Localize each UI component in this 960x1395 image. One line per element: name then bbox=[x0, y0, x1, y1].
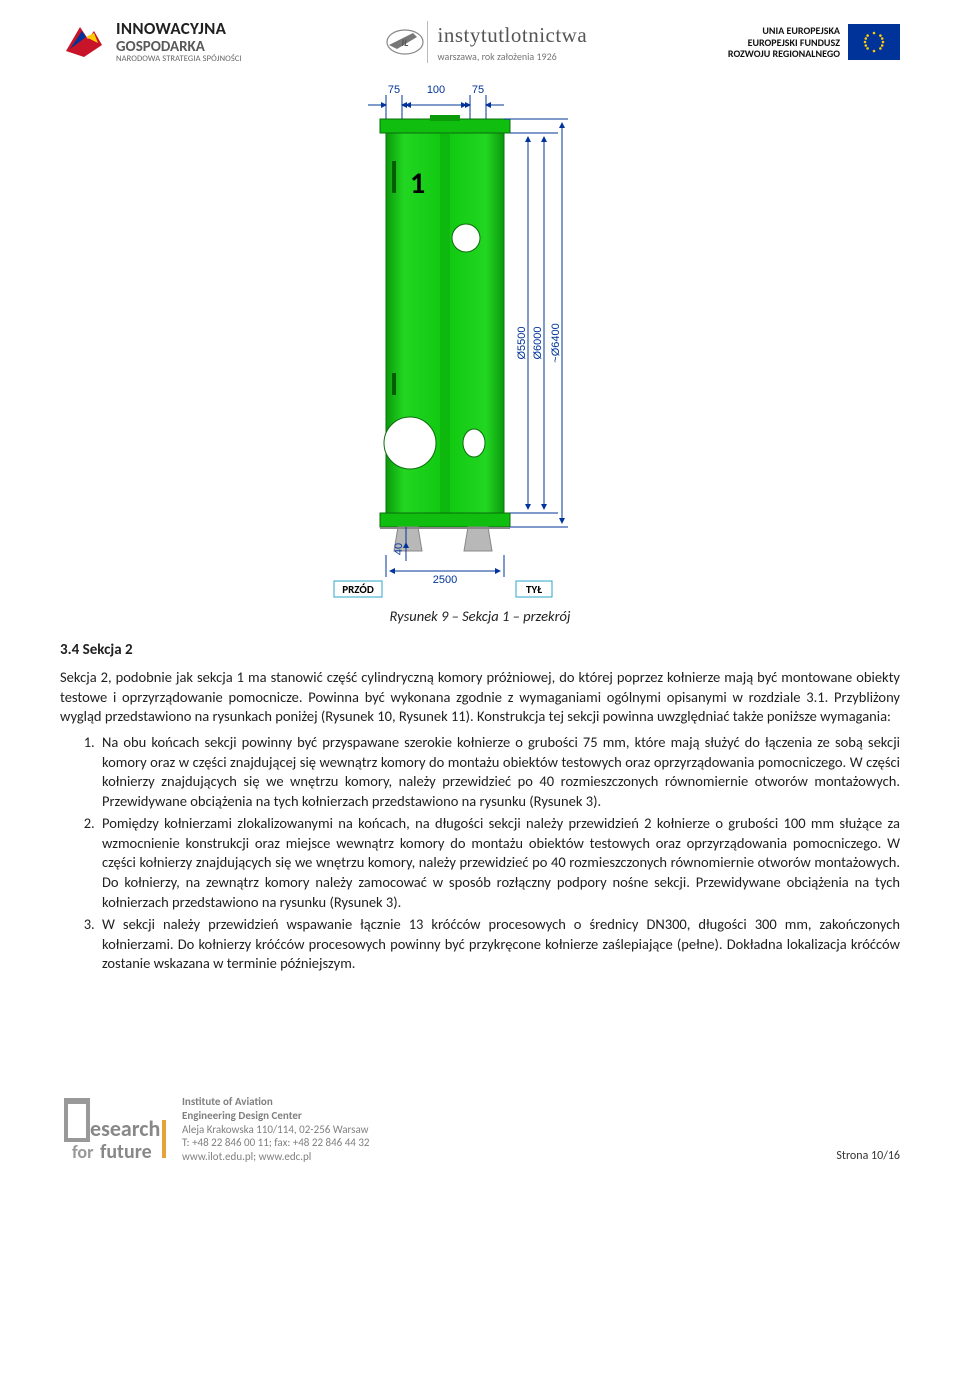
section-body bbox=[380, 115, 510, 551]
dim-side-2: Ø6000 bbox=[532, 326, 544, 359]
figure-9: 75 100 75 bbox=[60, 83, 900, 603]
section-heading: 3.4 Sekcja 2 bbox=[60, 640, 900, 660]
dim-top-3: 75 bbox=[472, 84, 484, 96]
header-logo-eu: UNIA EUROPEJSKA EUROPEJSKI FUNDUSZ ROZWO… bbox=[728, 24, 900, 60]
dim-top-2: 100 bbox=[427, 84, 445, 96]
research-for-future-logo-icon: esearch for future bbox=[60, 1094, 170, 1164]
il-line1: instytutlotnictwa bbox=[438, 21, 588, 49]
dim-bottom: 2500 bbox=[433, 574, 457, 586]
addr-l3: Aleja Krakowska 110/114, 02-256 Warsaw bbox=[182, 1123, 370, 1137]
addr-l2: Engineering Design Center bbox=[182, 1109, 370, 1123]
label-rear: TYŁ bbox=[526, 583, 542, 596]
list-item: W sekcji należy przewidzień wspawanie łą… bbox=[98, 915, 900, 974]
label-front: PRZÓD bbox=[342, 582, 374, 596]
page-number: Strona 10/16 bbox=[836, 1148, 900, 1164]
requirements-list: Na obu końcach sekcji powinny być przysp… bbox=[98, 733, 900, 974]
header-logo-il: instytutlotnictwa warszawa, rok założeni… bbox=[427, 21, 588, 63]
eu-flag-icon bbox=[848, 24, 900, 60]
dim-side-1: Ø5500 bbox=[516, 326, 528, 359]
dim-small-40: 40 bbox=[393, 542, 405, 554]
section-paragraph: Sekcja 2, podobnie jak sekcja 1 ma stano… bbox=[60, 668, 900, 727]
list-item: Na obu końcach sekcji powinny być przysp… bbox=[98, 733, 900, 811]
eu-line1: UNIA EUROPEJSKA bbox=[728, 25, 840, 37]
ig-line1: INNOWACYJNA bbox=[116, 20, 242, 39]
page-header: INNOWACYJNA GOSPODARKA NARODOWA STRATEGI… bbox=[60, 20, 900, 65]
il-logo-icon: IL bbox=[383, 23, 427, 61]
eu-line3: ROZWOJU REGIONALNEGO bbox=[728, 48, 840, 60]
svg-text:for: for bbox=[72, 1141, 94, 1163]
page-footer: esearch for future Institute of Aviation… bbox=[60, 1094, 900, 1164]
footer-address: Institute of Aviation Engineering Design… bbox=[182, 1095, 370, 1164]
il-line2: warszawa, rok założenia 1926 bbox=[438, 50, 588, 64]
svg-text:IL: IL bbox=[401, 36, 408, 49]
ig-logo-icon bbox=[60, 23, 108, 61]
dim-top-1: 75 bbox=[388, 84, 400, 96]
addr-l1: Institute of Aviation bbox=[182, 1095, 370, 1109]
addr-l4: T: +48 22 846 00 11; fax: +48 22 846 44 … bbox=[182, 1136, 370, 1150]
addr-l5: www.ilot.edu.pl; www.edc.pl bbox=[182, 1150, 370, 1164]
svg-text:esearch: esearch bbox=[90, 1115, 160, 1142]
header-logo-ig: INNOWACYJNA GOSPODARKA NARODOWA STRATEGI… bbox=[60, 20, 242, 65]
ig-line3: NARODOWA STRATEGIA SPÓJNOŚCI bbox=[116, 55, 242, 64]
list-item: Pomiędzy kołnierzami zlokalizowanymi na … bbox=[98, 814, 900, 912]
svg-text:future: future bbox=[100, 1140, 152, 1164]
section-number: 1 bbox=[410, 165, 425, 202]
figure-caption: Rysunek 9 – Sekcja 1 – przekrój bbox=[60, 607, 900, 627]
dim-side-3: ~Ø6400 bbox=[550, 323, 562, 362]
ig-line2: GOSPODARKA bbox=[116, 39, 242, 56]
